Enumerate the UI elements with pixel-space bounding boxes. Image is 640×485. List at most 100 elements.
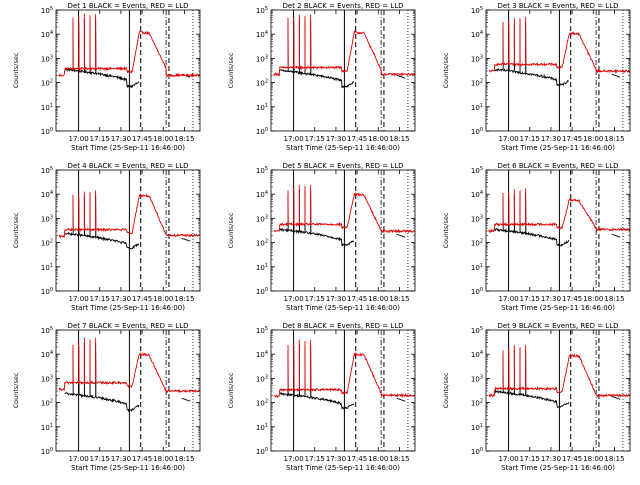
y-axis-label: Counts/sec	[12, 212, 20, 248]
plot-frame	[55, 9, 201, 132]
x-tick-label: 17:45	[132, 295, 152, 303]
x-tick-label: 17:45	[347, 135, 367, 143]
y-tick-label: 103	[41, 374, 53, 383]
y-tick-label: 105	[41, 326, 53, 335]
series-events-post-line	[181, 237, 191, 242]
y-tick-label: 104	[41, 30, 53, 39]
y-tick-label: 101	[41, 263, 53, 272]
y-tick-label: 104	[41, 190, 53, 199]
x-tick-label: 17:45	[562, 455, 582, 463]
x-tick-label: 18:15	[174, 295, 194, 303]
x-tick-label: 17:15	[305, 455, 325, 463]
x-tick-label: 17:45	[562, 295, 582, 303]
y-tick-label: 103	[471, 214, 483, 223]
y-tick-label: 101	[41, 103, 53, 112]
plot-frame	[485, 169, 631, 292]
x-tick-label: 17:30	[326, 135, 346, 143]
y-tick-label: 102	[471, 79, 483, 88]
y-tick-label: 100	[471, 127, 483, 136]
x-tick-label: 17:00	[283, 295, 303, 303]
y-axis-label: Counts/sec	[442, 372, 450, 408]
y-tick-label: 102	[41, 79, 53, 88]
y-tick-label: 100	[256, 287, 268, 296]
series-events-line	[64, 195, 140, 250]
series-lld-line	[58, 13, 200, 78]
y-axis-label: Counts/sec	[442, 52, 450, 88]
panel-title: Det 6 BLACK = Events, RED = LLD	[498, 162, 619, 170]
plot-frame	[485, 329, 631, 452]
x-tick-label: 18:00	[583, 135, 603, 143]
y-axis-label: Counts/sec	[12, 372, 20, 408]
y-axis-label: Counts/sec	[227, 52, 235, 88]
y-tick-label: 105	[41, 166, 53, 175]
series-lld-line	[273, 184, 415, 234]
series-events-post-line	[396, 233, 406, 238]
panel-title: Det 9 BLACK = Events, RED = LLD	[498, 322, 619, 330]
x-tick-label: 18:15	[174, 455, 194, 463]
plot-frame	[55, 329, 201, 452]
x-tick-label: 17:00	[498, 135, 518, 143]
x-tick-label: 17:15	[90, 295, 110, 303]
x-axis-label: Start Time (25-Sep-11 16:46:00)	[501, 464, 615, 472]
x-tick-label: 17:00	[68, 455, 88, 463]
series-events-line	[64, 18, 139, 89]
plot-area	[58, 170, 200, 291]
series-lld-line	[488, 344, 630, 398]
series-events-post-line	[611, 395, 621, 400]
y-tick-label: 103	[256, 54, 268, 63]
y-tick-label: 100	[471, 447, 483, 456]
plot-area	[488, 10, 630, 131]
x-tick-label: 17:30	[111, 135, 131, 143]
y-tick-label: 103	[41, 214, 53, 223]
x-axis-label: Start Time (25-Sep-11 16:46:00)	[71, 464, 185, 472]
plot-area	[273, 330, 415, 451]
x-tick-label: 17:00	[283, 455, 303, 463]
x-tick-label: 17:00	[498, 295, 518, 303]
y-tick-label: 104	[41, 350, 53, 359]
x-tick-label: 17:15	[520, 455, 540, 463]
series-events-post-line	[396, 74, 406, 79]
y-tick-label: 101	[256, 423, 268, 432]
x-tick-label: 18:00	[153, 455, 173, 463]
series-lld-line	[273, 14, 415, 77]
y-axis-label: Counts/sec	[227, 212, 235, 248]
y-tick-label: 100	[41, 447, 53, 456]
x-tick-label: 17:30	[326, 295, 346, 303]
x-tick-label: 17:00	[68, 135, 88, 143]
series-events-post-line	[611, 73, 621, 78]
panel-title: Det 2 BLACK = Events, RED = LLD	[283, 2, 404, 10]
series-events-post-line	[611, 233, 621, 238]
x-tick-label: 18:00	[368, 295, 388, 303]
y-tick-label: 100	[41, 127, 53, 136]
series-events-line	[494, 193, 570, 247]
plot-area	[58, 330, 200, 451]
y-tick-label: 100	[41, 287, 53, 296]
y-tick-label: 104	[256, 350, 268, 359]
panel-title: Det 5 BLACK = Events, RED = LLD	[283, 162, 404, 170]
panel-title: Det 8 BLACK = Events, RED = LLD	[283, 322, 404, 330]
y-tick-label: 105	[41, 6, 53, 15]
x-tick-label: 18:00	[368, 135, 388, 143]
x-axis-label: Start Time (25-Sep-11 16:46:00)	[501, 304, 615, 312]
y-tick-label: 104	[471, 30, 483, 39]
y-tick-label: 103	[256, 214, 268, 223]
x-axis-label: Start Time (25-Sep-11 16:46:00)	[286, 464, 400, 472]
y-tick-label: 102	[256, 239, 268, 248]
series-events-post-line	[396, 397, 406, 402]
panel-title: Det 1 BLACK = Events, RED = LLD	[68, 2, 189, 10]
x-tick-label: 18:15	[389, 295, 409, 303]
x-tick-label: 17:45	[132, 135, 152, 143]
x-axis-label: Start Time (25-Sep-11 16:46:00)	[71, 304, 185, 312]
series-lld-line	[488, 16, 630, 74]
series-lld-line	[58, 337, 200, 394]
y-tick-label: 101	[471, 103, 483, 112]
plot-frame	[485, 9, 631, 132]
